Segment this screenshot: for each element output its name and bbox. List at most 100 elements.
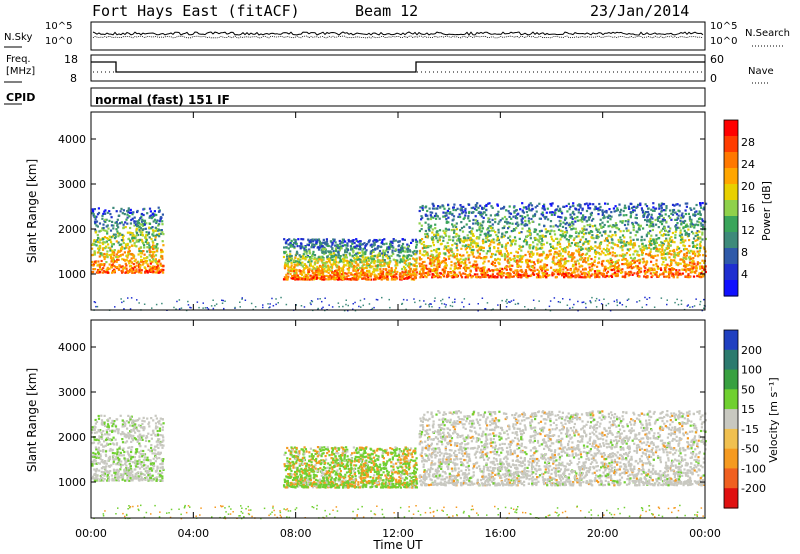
echo-cell [557,228,561,231]
echo-cell [420,215,423,218]
echo-cell [702,265,706,268]
echo-cell [126,271,130,274]
echo-cell [532,261,536,264]
echo-cell [588,240,591,243]
echo-cell [478,275,481,278]
echo-cell [93,240,96,243]
echo-cell [699,267,702,270]
echo-cell [389,243,392,246]
echo-cell [143,253,146,256]
echo-cell [299,261,302,265]
echo-cell [484,234,487,237]
echo-cell [156,271,159,274]
echo-cell [670,262,673,265]
echo-cell [396,254,399,257]
echo-cell [607,253,610,256]
echo-cell [102,267,105,270]
echo-cell [639,260,642,263]
echo-cell [500,243,504,247]
echo-cell [415,271,418,274]
echo-cell [659,273,662,276]
echo-cell [564,223,567,226]
echo-cell [154,236,157,239]
echo-cell [344,255,347,259]
echo-cell [552,261,555,265]
echo-cell [691,225,694,228]
echo-cell [424,229,427,233]
echo-cell [328,257,331,260]
echo-cell [329,274,332,277]
echo-cell [567,276,570,279]
echo-cell [126,269,129,272]
echo-cell [323,241,326,244]
echo-cell [564,234,567,237]
echo-cell [491,253,494,256]
echo-cell [151,266,154,270]
echo-cell [117,268,121,271]
echo-cell [650,208,653,211]
echo-cell [618,254,621,257]
echo-cell [117,249,120,252]
echo-cell [383,262,386,265]
echo-cell [465,264,468,267]
echo-cell [156,219,159,222]
echo-cell [438,251,441,255]
echo-cell [632,226,635,229]
echo-cell [565,238,568,241]
echo-cell [375,276,378,279]
echo-cell [436,267,439,270]
echo-cell [510,230,513,233]
echo-cell [693,226,696,229]
echo-cell [689,219,692,222]
echo-cell [643,265,646,268]
echo-cell [699,243,702,246]
echo-cell [134,258,137,261]
echo-cell [479,222,482,225]
echo-cell [381,255,385,259]
echo-cell [698,250,701,253]
echo-cell [611,238,614,241]
echo-cell [152,234,155,237]
echo-cell [499,249,502,252]
echo-cell [564,262,567,265]
echo-cell [359,254,362,258]
echo-cell [551,257,554,260]
echo-cell [373,255,376,258]
echo-cell [589,263,592,266]
echo-cell [96,251,99,254]
echo-cell [102,247,105,250]
echo-cell [522,211,525,214]
echo-cell [100,259,103,263]
echo-cell [321,269,324,272]
echo-cell [600,273,603,276]
echo-cell [347,274,350,277]
echo-cell [649,218,652,221]
echo-cell [421,216,424,219]
echo-cell [470,230,473,233]
echo-cell [498,220,501,223]
echo-cell [585,220,588,223]
echo-cell [598,276,601,279]
echo-cell [571,204,574,207]
echo-cell [559,252,562,255]
echo-cell [322,246,325,250]
echo-cell [485,213,488,217]
echo-cell [595,228,598,231]
echo-cell [598,257,601,260]
echo-cell [295,276,298,279]
echo-cell [466,266,469,269]
echo-cell [91,212,94,215]
echo-cell [565,229,568,232]
echo-cell [664,229,668,232]
echo-cell [675,263,678,266]
echo-cell [291,275,294,278]
echo-cell [323,252,326,255]
echo-cell [158,232,161,235]
echo-cell [464,211,468,214]
echo-cell [160,229,163,232]
echo-cell [314,273,318,277]
echo-cell [621,268,624,271]
echo-cell [507,227,510,230]
echo-cell [538,223,541,226]
echo-cell [464,245,467,248]
